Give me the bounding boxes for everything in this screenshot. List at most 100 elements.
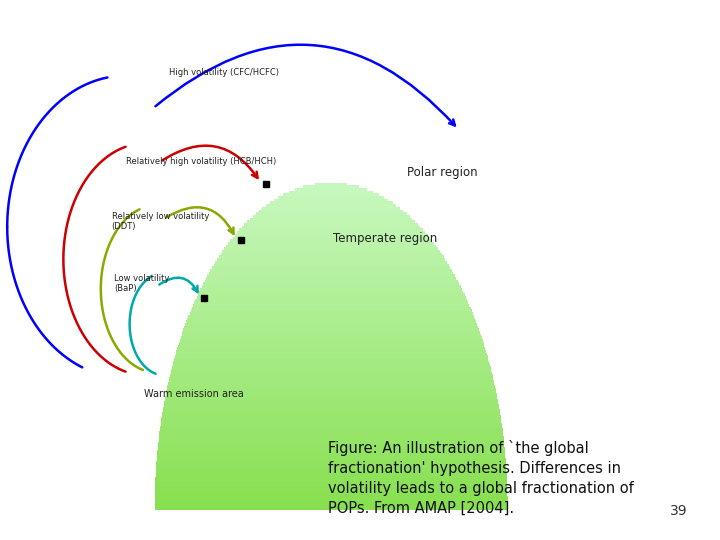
Bar xyxy=(161,420,501,424)
Bar xyxy=(225,247,438,251)
Bar xyxy=(158,447,505,451)
Bar xyxy=(184,326,478,329)
Bar xyxy=(237,231,426,235)
Bar xyxy=(157,455,505,459)
Bar xyxy=(164,401,498,405)
Bar xyxy=(156,471,507,475)
Bar xyxy=(256,212,407,216)
Bar xyxy=(175,355,487,359)
Bar xyxy=(189,312,473,316)
Bar xyxy=(156,482,507,486)
Bar xyxy=(226,245,436,248)
Bar xyxy=(156,474,507,478)
Bar xyxy=(259,210,403,213)
Bar xyxy=(169,377,493,381)
Bar xyxy=(212,266,450,270)
Bar xyxy=(159,434,503,437)
Bar xyxy=(217,258,446,262)
Bar xyxy=(160,428,503,432)
Bar xyxy=(158,444,505,448)
Bar xyxy=(160,431,503,435)
Bar xyxy=(192,307,471,310)
Bar xyxy=(266,204,397,208)
Bar xyxy=(303,185,359,189)
Bar xyxy=(289,191,374,194)
Bar xyxy=(203,282,459,286)
Bar xyxy=(245,223,418,227)
Bar xyxy=(197,296,466,300)
Bar xyxy=(195,299,467,302)
Bar xyxy=(250,218,413,221)
Bar xyxy=(167,388,495,392)
Bar xyxy=(193,304,469,308)
Text: Relatively high volatility (HCB/HCH): Relatively high volatility (HCB/HCH) xyxy=(126,158,276,166)
Bar xyxy=(242,226,420,230)
Bar xyxy=(180,339,482,343)
Bar xyxy=(181,334,481,338)
Bar xyxy=(228,242,434,246)
Bar xyxy=(270,201,392,205)
Text: Figure: An illustration of `the global
fractionation' hypothesis. Differences in: Figure: An illustration of `the global f… xyxy=(328,440,634,516)
Bar xyxy=(279,196,384,200)
Bar xyxy=(162,412,500,416)
Bar xyxy=(156,480,507,483)
Bar xyxy=(179,342,484,346)
Bar xyxy=(155,485,508,489)
Bar xyxy=(170,374,492,378)
Bar xyxy=(166,390,496,394)
Text: Temperate region: Temperate region xyxy=(333,232,437,245)
Bar xyxy=(185,323,477,327)
Bar xyxy=(191,309,472,313)
Bar xyxy=(155,493,508,497)
Bar xyxy=(165,399,498,402)
Text: Relatively low volatility
(DDT): Relatively low volatility (DDT) xyxy=(112,212,209,231)
Bar xyxy=(156,469,506,472)
Bar xyxy=(187,318,475,321)
Text: High volatility (CFC/HCFC): High volatility (CFC/HCFC) xyxy=(169,69,279,77)
Bar xyxy=(155,490,508,494)
Bar xyxy=(194,301,468,305)
Bar xyxy=(165,396,498,400)
Bar xyxy=(161,423,502,427)
Bar xyxy=(162,415,500,419)
Bar xyxy=(210,269,452,273)
Bar xyxy=(206,277,456,281)
Bar xyxy=(230,239,432,243)
Bar xyxy=(156,463,506,467)
Bar xyxy=(163,409,500,413)
Bar xyxy=(158,442,504,446)
Bar xyxy=(220,253,442,256)
Bar xyxy=(215,261,447,265)
Bar xyxy=(178,345,485,348)
Bar xyxy=(253,215,410,219)
Bar xyxy=(176,353,487,356)
Bar xyxy=(163,407,499,410)
Bar xyxy=(240,228,423,232)
Bar xyxy=(184,328,479,332)
Bar xyxy=(204,280,458,284)
Bar xyxy=(222,250,440,254)
Bar xyxy=(166,393,497,397)
Bar xyxy=(202,285,461,289)
Bar xyxy=(157,458,505,462)
Bar xyxy=(155,496,508,500)
Bar xyxy=(247,220,415,224)
Bar xyxy=(189,315,474,319)
Bar xyxy=(177,347,485,351)
Bar xyxy=(176,350,486,354)
Bar xyxy=(274,199,389,202)
Bar xyxy=(219,255,444,259)
Bar xyxy=(155,504,508,508)
Bar xyxy=(155,501,508,505)
Bar xyxy=(295,188,367,192)
Bar xyxy=(156,466,506,470)
Bar xyxy=(156,461,506,464)
Text: Low volatility
(BaP): Low volatility (BaP) xyxy=(114,274,169,293)
Bar xyxy=(155,488,508,491)
Bar xyxy=(233,237,430,240)
Bar xyxy=(174,361,489,365)
Text: 39: 39 xyxy=(670,504,688,518)
Bar xyxy=(157,453,505,456)
Bar xyxy=(209,272,454,275)
Bar xyxy=(159,436,503,440)
